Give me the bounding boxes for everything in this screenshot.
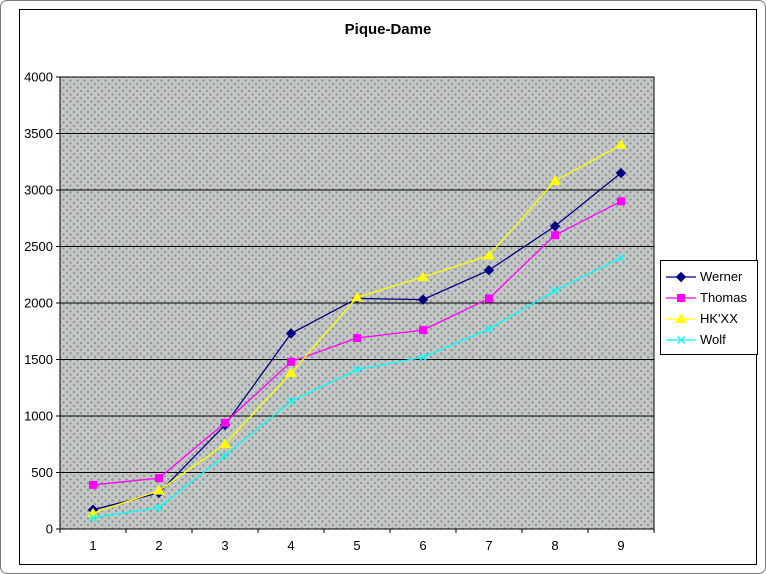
marker-werner-7 <box>483 265 495 276</box>
legend-marker-shape-hk-xx <box>675 313 687 323</box>
series-wolf <box>89 253 625 522</box>
marker-hk-xx-3 <box>219 438 231 449</box>
marker-hk-xx-8 <box>549 175 561 185</box>
marker-wolf-8 <box>551 286 559 295</box>
marker-werner-6 <box>417 294 429 305</box>
marker-thomas-4 <box>287 357 295 366</box>
legend-item-hk-xx: HK'XX <box>661 308 757 329</box>
y-tick-label: 1500 <box>24 352 53 367</box>
marker-wolf-4 <box>287 397 295 406</box>
marker-thomas-1 <box>89 480 97 489</box>
x-tick-label: 3 <box>221 538 228 553</box>
legend-marker-werner-icon <box>666 271 696 282</box>
marker-thomas-6 <box>419 326 427 335</box>
y-tick-label: 2000 <box>24 296 53 311</box>
marker-wolf-9 <box>617 253 625 262</box>
marker-thomas-8 <box>551 231 559 240</box>
y-tick-label: 0 <box>46 522 53 537</box>
legend-marker-shape-wolf <box>677 335 685 344</box>
legend-label-hk-xx: HK'XX <box>700 311 738 326</box>
marker-wolf-1 <box>89 513 97 522</box>
series-thomas <box>89 197 625 489</box>
series-line-hk-xx <box>92 144 622 514</box>
marker-thomas-5 <box>353 334 361 343</box>
marker-hk-xx-9 <box>615 139 627 149</box>
marker-wolf-3 <box>221 451 229 460</box>
marker-thomas-3 <box>221 418 229 427</box>
legend-label-wolf: Wolf <box>700 332 726 347</box>
x-tick-label: 7 <box>485 538 492 553</box>
legend-label-werner: Werner <box>700 269 743 284</box>
legend-label-thomas: Thomas <box>700 290 747 305</box>
marker-thomas-9 <box>617 197 625 206</box>
x-tick-label: 8 <box>551 538 558 553</box>
marker-wolf-7 <box>485 324 493 333</box>
y-tick-label: 3500 <box>24 126 53 141</box>
marker-wolf-5 <box>353 365 361 374</box>
marker-thomas-7 <box>485 294 493 303</box>
legend-marker-shape-werner <box>675 271 687 282</box>
marker-hk-xx-4 <box>285 367 297 378</box>
marker-hk-xx-7 <box>483 250 495 260</box>
x-tick-label: 5 <box>353 538 360 553</box>
marker-hk-xx-6 <box>417 271 429 282</box>
marker-hk-xx-2 <box>153 485 165 495</box>
x-tick-label: 4 <box>287 538 294 553</box>
chart-title: Pique-Dame <box>344 21 432 38</box>
legend-item-wolf: Wolf <box>661 329 757 350</box>
y-tick-label: 4000 <box>24 70 53 85</box>
legend: Werner Thomas HK'XX Wolf <box>660 260 758 355</box>
y-tick-label: 2500 <box>24 239 53 254</box>
marker-wolf-6 <box>419 353 427 362</box>
marker-thomas-2 <box>155 474 163 483</box>
series-hk-xx <box>87 139 627 518</box>
x-tick-label: 9 <box>617 538 624 553</box>
marker-werner-9 <box>615 167 627 179</box>
x-tick-label: 6 <box>419 538 426 553</box>
series-line-thomas <box>92 200 622 486</box>
x-tick-label: 2 <box>155 538 162 553</box>
y-tick-label: 3000 <box>24 183 53 198</box>
legend-item-thomas: Thomas <box>661 287 757 308</box>
marker-werner-4 <box>285 328 297 339</box>
legend-marker-hk-xx-icon <box>666 313 696 323</box>
x-tick-label: 1 <box>89 538 96 553</box>
y-tick-label: 500 <box>31 465 53 480</box>
legend-marker-shape-thomas <box>677 293 685 302</box>
marker-hk-xx-5 <box>351 291 363 302</box>
marker-werner-8 <box>549 220 561 232</box>
legend-marker-wolf-icon <box>666 335 696 344</box>
legend-marker-thomas-icon <box>666 293 696 302</box>
y-tick-label: 1000 <box>24 409 53 424</box>
legend-item-werner: Werner <box>661 266 757 287</box>
marker-wolf-2 <box>155 503 163 512</box>
